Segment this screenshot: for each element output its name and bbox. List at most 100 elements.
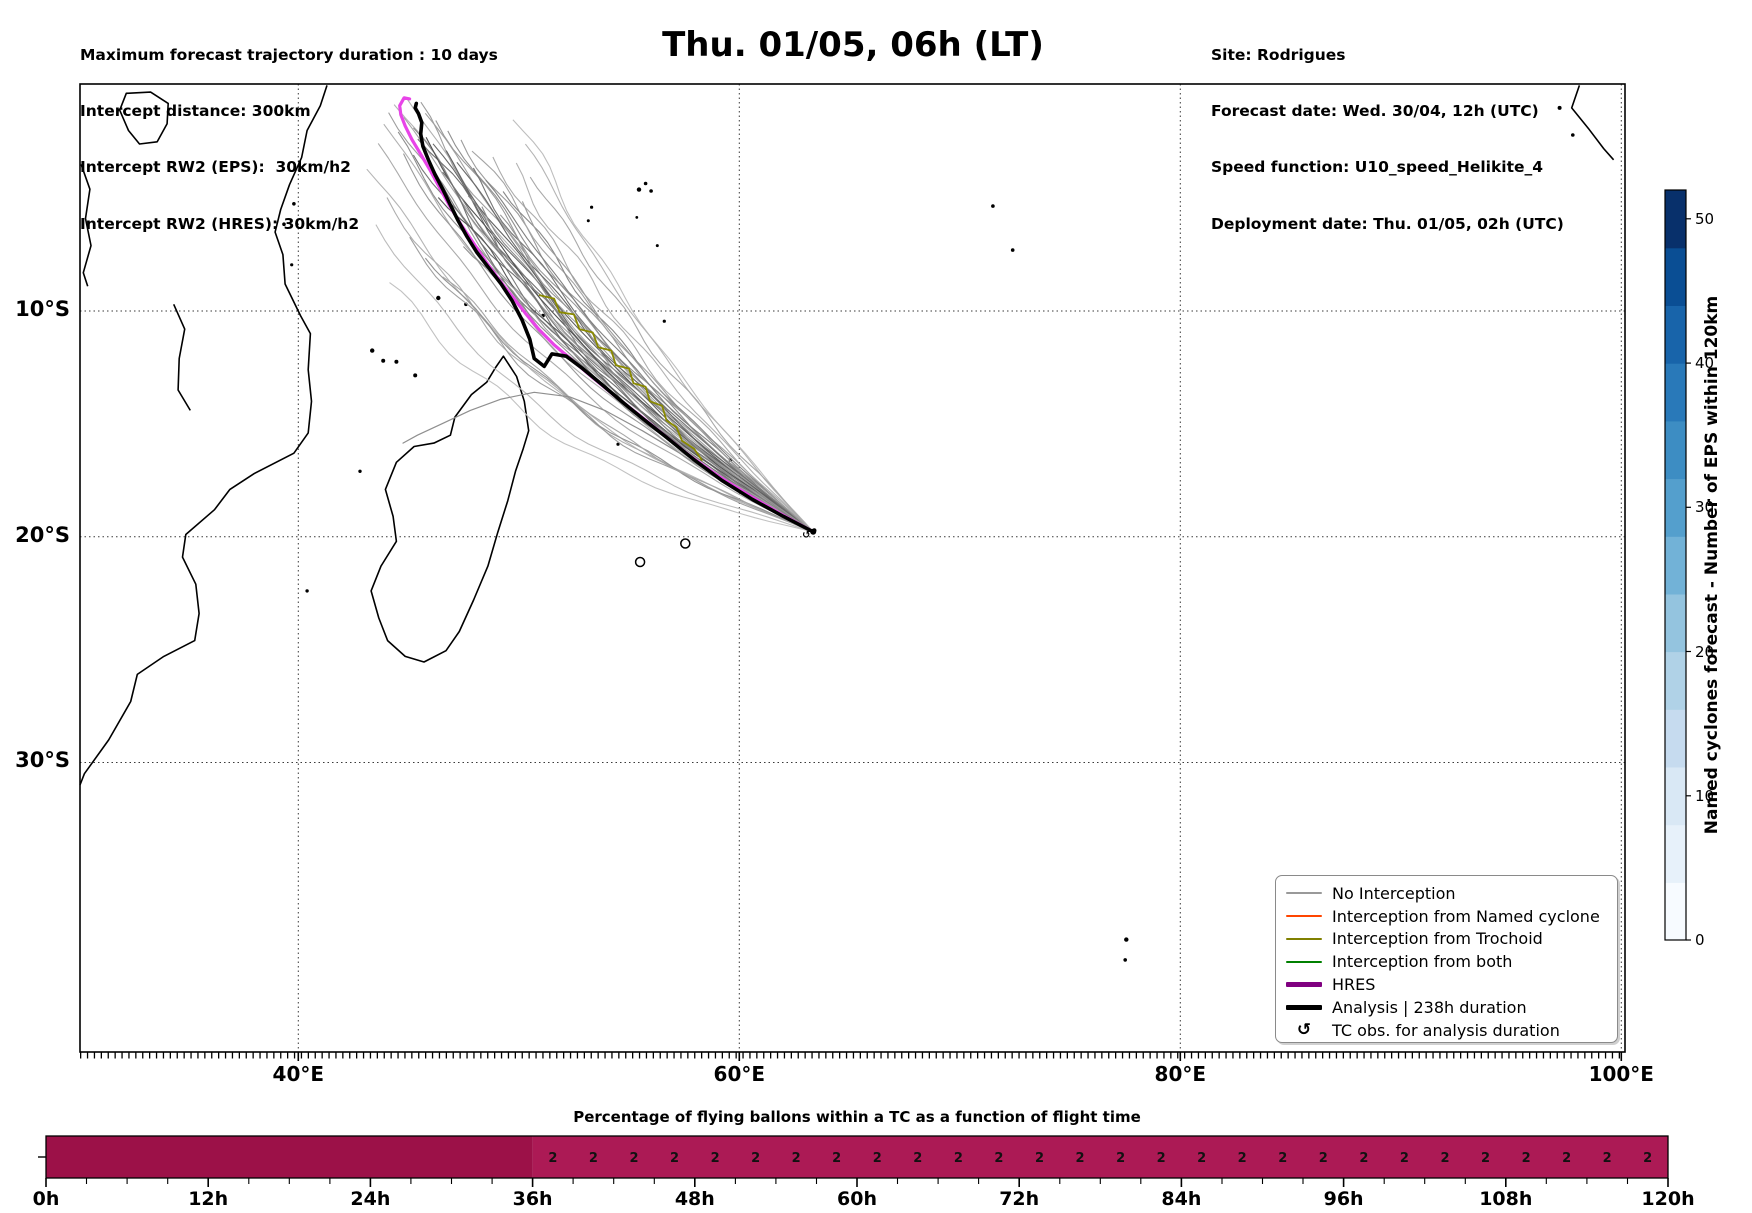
- purple-line-swatch: [1286, 982, 1322, 988]
- bar-x-tick-label: 96h: [1323, 1188, 1364, 1210]
- island-dot: [290, 263, 294, 267]
- map-frame: [79, 83, 1626, 1053]
- colorbar-segment: [1665, 190, 1686, 249]
- island-dot: [305, 589, 309, 593]
- bar-x-tick-label: 0h: [32, 1188, 60, 1210]
- legend-row-tc-obs: ↺ TC obs. for analysis duration: [1276, 1019, 1617, 1042]
- bar-x-tick-label: 84h: [1161, 1188, 1202, 1210]
- lon-tick-label: 100°E: [1588, 1062, 1654, 1086]
- colorbar-frame: [1664, 189, 1687, 941]
- legend-label: Interception from Named cyclone: [1332, 906, 1600, 926]
- tc-count-label: 2: [1522, 1151, 1531, 1166]
- tc-count-label: 2: [629, 1151, 638, 1166]
- island-dot: [991, 204, 995, 208]
- island-dot: [1010, 248, 1015, 252]
- header-speed-function: Speed function: U10_speed_Helikite_4: [1211, 158, 1544, 177]
- island-dot: [635, 216, 639, 219]
- ensemble-trajectory: [485, 179, 814, 533]
- ensemble-trajectory: [524, 143, 814, 533]
- colorbar-segment: [1665, 420, 1686, 480]
- bar-x-tick-label: 72h: [999, 1188, 1040, 1210]
- coastline-sumatra-fragment: [1570, 85, 1615, 161]
- ensemble-trajectory: [375, 224, 814, 533]
- ensemble-trajectory: [499, 214, 814, 533]
- legend-label: HRES: [1332, 975, 1376, 995]
- legend-row-no-interception: No Interception: [1276, 882, 1617, 905]
- lon-tick-label: 60°E: [713, 1062, 766, 1086]
- island-dot: [436, 295, 441, 301]
- colorbar-segment: [1665, 824, 1686, 883]
- header-right-block: Site: Rodrigues Forecast date: Wed. 30/0…: [1211, 8, 1564, 271]
- tc-count-label: 2: [1116, 1151, 1125, 1166]
- island-dot: [649, 189, 653, 193]
- island-reunion: [634, 556, 646, 568]
- ensemble-trajectory: [467, 195, 814, 533]
- bottom-chart-title: Percentage of flying ballons within a TC…: [573, 1108, 1141, 1126]
- tc-count-label: 2: [711, 1151, 720, 1166]
- island-dot: [1571, 133, 1575, 137]
- island-mauritius: [680, 538, 691, 549]
- tc-count-label: 2: [913, 1151, 922, 1166]
- island-dot: [358, 469, 362, 473]
- island-dot: [413, 373, 418, 378]
- legend-label: Interception from Trochoid: [1332, 929, 1543, 949]
- colorbar-tick-label: 20: [1695, 642, 1715, 661]
- tc-count-label: 2: [994, 1151, 1003, 1166]
- lon-tick-label: 80°E: [1154, 1062, 1207, 1086]
- ensemble-trajectory: [442, 276, 814, 533]
- ensemble-trajectory: [529, 176, 814, 533]
- tc-obs-icon: ↺: [802, 530, 810, 541]
- legend-row-both: Interception from both: [1276, 950, 1617, 973]
- island-dot: [292, 202, 296, 206]
- ensemble-trajectory: [389, 282, 814, 533]
- tc-count-label: 2: [873, 1151, 882, 1166]
- bar-x-tick-label: 48h: [674, 1188, 715, 1210]
- island-dot: [394, 359, 399, 364]
- ensemble-trajectory: [521, 201, 814, 533]
- ensemble-trajectory: [412, 127, 814, 533]
- bar-x-tick-label: 24h: [350, 1188, 391, 1210]
- colorbar-segment: [1665, 709, 1686, 768]
- colorbar-segment: [1665, 651, 1686, 710]
- island-dot: [1123, 958, 1127, 962]
- lon-tick-label: 40°E: [272, 1062, 325, 1086]
- colorbar-tick-label: 10: [1695, 786, 1715, 805]
- ensemble-trajectory: [424, 257, 814, 533]
- tc-count-label: 2: [548, 1151, 557, 1166]
- colorbar-tick-label: 30: [1695, 498, 1715, 517]
- legend-label: TC obs. for analysis duration: [1332, 1020, 1560, 1040]
- legend-row-hres: HRES: [1276, 973, 1617, 996]
- header-intercept-distance: Intercept distance: 300km: [80, 101, 311, 120]
- colorbar-segment: [1665, 363, 1686, 422]
- legend-label: Analysis | 238h duration: [1332, 997, 1527, 1017]
- coastline-africa-east-coast: [79, 85, 328, 786]
- tc-count-label: 2: [1643, 1151, 1652, 1166]
- island-dot: [586, 219, 590, 223]
- header-deployment-date: Deployment date: Thu. 01/05, 02h (UTC): [1211, 214, 1564, 233]
- colorbar-segment: [1665, 305, 1686, 364]
- island-dot: [1124, 937, 1129, 942]
- island-dot: [590, 205, 594, 209]
- ensemble-trajectory: [420, 101, 814, 533]
- island-dot: [616, 442, 620, 446]
- header-left-block: Maximum forecast trajectory duration : 1…: [80, 8, 498, 271]
- colorbar-tick-label: 50: [1695, 209, 1715, 228]
- legend-row-analysis: Analysis | 238h duration: [1276, 996, 1617, 1019]
- tc-count-label: 2: [1603, 1151, 1612, 1166]
- header-max-duration: Maximum forecast trajectory duration : 1…: [80, 45, 498, 64]
- trajectory-interception-from-trochoid: [538, 294, 703, 461]
- page-title: Thu. 01/05, 06h (LT): [662, 25, 1044, 65]
- ensemble-trajectory: [471, 150, 814, 533]
- tc-count-label: 2: [751, 1151, 760, 1166]
- header-intercept-rw2-hres: Intercept RW2 (HRES): 30km/h2: [80, 214, 360, 233]
- ensemble-trajectory: [492, 156, 814, 533]
- legend-label: No Interception: [1332, 883, 1456, 903]
- tc-count-label: 2: [1400, 1151, 1409, 1166]
- colorbar-tick-label: 40: [1695, 354, 1715, 373]
- header-intercept-rw2-eps: Intercept RW2 (EPS): 30km/h2: [80, 158, 351, 177]
- ensemble-trajectory: [437, 197, 814, 533]
- colorbar-segment: [1665, 766, 1686, 826]
- legend: No Interception Interception from Named …: [1275, 875, 1618, 1043]
- island-dot: [282, 222, 286, 226]
